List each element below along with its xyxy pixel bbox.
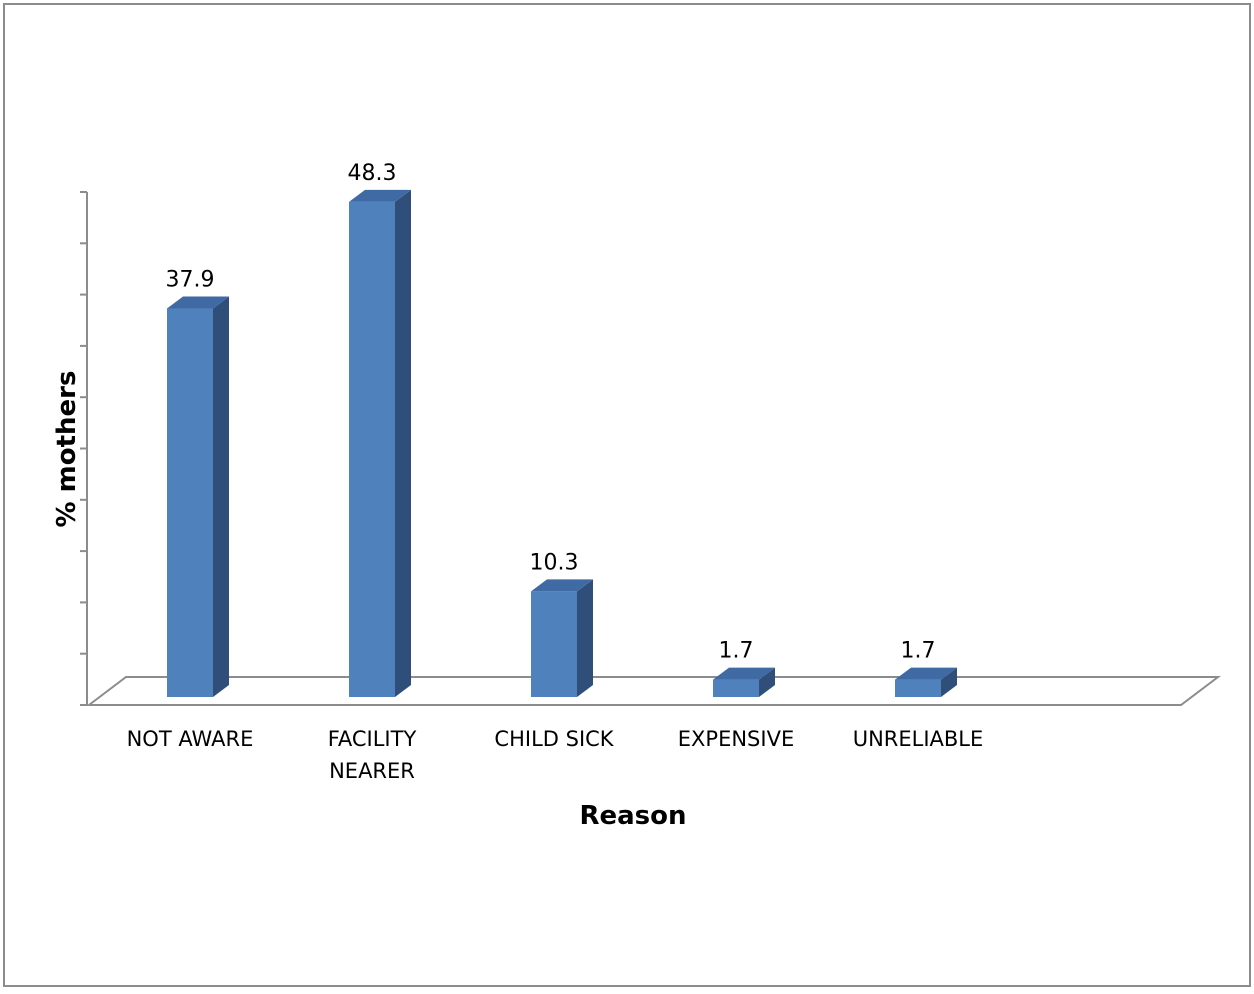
bars: [167, 189, 957, 698]
bar-front-face: [349, 201, 395, 698]
bar-top-face: [349, 189, 411, 202]
data-label: 48.3: [348, 161, 397, 186]
x-tick-label-line: NOT AWARE: [127, 727, 254, 751]
bar-side-face: [941, 667, 957, 697]
bar-front-face: [531, 591, 577, 697]
bar: [531, 579, 593, 697]
bar-top-face: [531, 579, 593, 592]
x-tick-label: UNRELIABLE: [853, 727, 984, 751]
x-tick-label: CHILD SICK: [494, 727, 614, 751]
bar-top-face: [895, 667, 957, 680]
x-tick-label: NOT AWARE: [127, 727, 254, 751]
bar: [895, 667, 957, 697]
data-labels: 37.9 48.3 10.3 1.7 1.7: [166, 161, 936, 664]
chart-floor: [86, 676, 1221, 706]
data-label: 1.7: [719, 639, 754, 664]
bar: [167, 296, 229, 697]
data-label: 37.9: [166, 268, 215, 293]
x-tick-label: EXPENSIVE: [678, 727, 794, 751]
x-tick-label: FACILITY NEARER: [328, 727, 417, 783]
bar-side-face: [213, 296, 229, 697]
floor-plane: [86, 676, 1221, 706]
x-tick-label-line: NEARER: [329, 759, 415, 783]
x-axis-title: Reason: [579, 801, 686, 831]
x-axis-tick-labels: NOT AWARE FACILITY NEARER CHILD SICK EXPENSI…: [127, 727, 984, 783]
data-label: 10.3: [530, 550, 579, 575]
y-axis-title: % mothers: [52, 371, 82, 528]
bar-top-face: [167, 296, 229, 309]
bar-front-face: [713, 679, 759, 697]
bar: [349, 189, 411, 698]
bar: [713, 667, 775, 697]
x-tick-label-line: FACILITY: [328, 727, 417, 751]
bar-front-face: [167, 308, 213, 697]
bar-front-face: [895, 679, 941, 697]
y-axis: [80, 191, 88, 706]
bar-side-face: [759, 667, 775, 697]
x-tick-label-line: UNRELIABLE: [853, 727, 984, 751]
x-tick-label-line: CHILD SICK: [494, 727, 614, 751]
bar-side-face: [395, 189, 411, 698]
data-label: 1.7: [901, 639, 936, 664]
x-tick-label-line: EXPENSIVE: [678, 727, 794, 751]
bar-top-face: [713, 667, 775, 680]
bar-side-face: [577, 579, 593, 697]
